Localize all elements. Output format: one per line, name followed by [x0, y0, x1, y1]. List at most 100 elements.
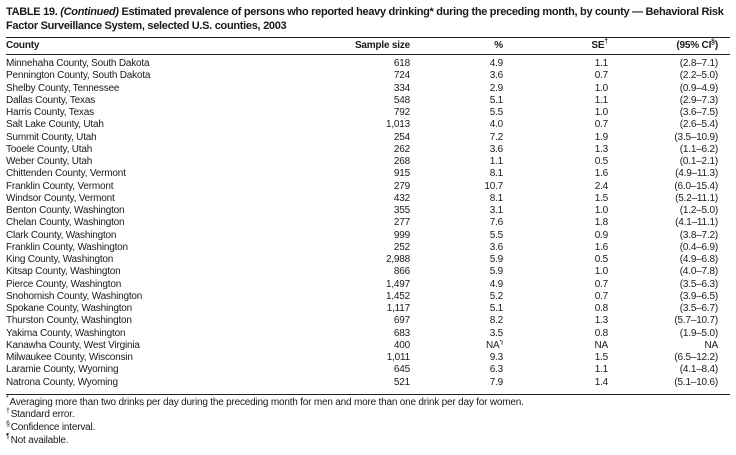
- footnotes: *Averaging more than two drinks per day …: [6, 395, 730, 448]
- value-cell: 0.5: [594, 156, 608, 167]
- footnote-text: Not available.: [10, 434, 69, 446]
- value-cell: 355: [393, 205, 410, 216]
- footnote: §Confidence interval.: [6, 420, 730, 435]
- value-cell: 7.2: [489, 131, 504, 143]
- table-row: Dallas County, Texas 548 5.1 1.1 (2.9–7.3): [6, 95, 730, 107]
- value-cell: 5.1: [489, 94, 504, 106]
- value-cell: (5.1–10.6): [674, 376, 718, 388]
- table-header: County Sample size% SE† (95% CI§): [6, 37, 730, 55]
- table-title: TABLE 19. (Continued) Estimated prevalen…: [6, 6, 730, 33]
- value-cell: 8.1: [489, 192, 504, 204]
- value-cell: 268: [393, 156, 410, 167]
- footnote-text: Averaging more than two drinks per day d…: [9, 396, 524, 408]
- value-cell: 1.1: [594, 364, 608, 376]
- value-cell: (3.5–6.7): [679, 303, 718, 314]
- county-cell: Kanawha County, West Virginia: [6, 339, 140, 351]
- header-row: County Sample size% SE† (95% CI§): [6, 37, 730, 55]
- value-cell: 1,011: [386, 352, 410, 363]
- column-header: Sample size: [341, 37, 416, 55]
- value-cell: 7.9: [489, 376, 504, 388]
- value-cell: NA¶: [485, 339, 503, 351]
- county-cell: Thurston County, Washington: [6, 315, 132, 327]
- value-cell: 1.0: [594, 205, 608, 216]
- value-cell: 6.3: [489, 364, 504, 376]
- county-cell: Weber County, Utah: [6, 156, 93, 167]
- county-cell: Spokane County, Washington: [6, 303, 132, 314]
- value-cell: 3.6: [489, 70, 504, 82]
- value-cell: 0.8: [594, 303, 608, 314]
- value-cell: 1.0: [594, 82, 608, 94]
- table-row: Benton County, Washington 355 3.1 1.0 (1.2–5…: [6, 205, 730, 217]
- value-cell: 4.0: [489, 119, 504, 131]
- table-row: Spokane County, Washington 1,117 5.1 0.8 (3.…: [6, 303, 730, 315]
- value-cell: 521: [393, 376, 410, 388]
- table-row: Natrona County, Wyoming 521 7.9 1.4 (5.1–10.…: [6, 377, 730, 395]
- footnote: *Averaging more than two drinks per day …: [6, 395, 730, 410]
- value-cell: 10.7: [484, 180, 503, 192]
- column-header: SE†: [508, 37, 608, 55]
- value-cell: (3.5–10.9): [674, 131, 718, 143]
- value-cell: NA: [594, 339, 609, 351]
- table-row: Windsor County, Vermont 432 8.1 1.5 (5.2–11.…: [6, 193, 730, 205]
- footnote-text: Standard error.: [10, 409, 75, 421]
- value-cell: 5.2: [489, 290, 504, 302]
- table-row: Kitsap County, Washington 866 5.9 1.0 (4.0–7…: [6, 266, 730, 278]
- value-cell: 1.1: [594, 58, 608, 69]
- column-header: (95% CI§): [608, 37, 730, 55]
- table-row: Pennington County, South Dakota 724 3.6 0.7…: [6, 70, 730, 82]
- table-title-prefix: TABLE 19.: [6, 6, 58, 18]
- county-cell: Dallas County, Texas: [6, 94, 96, 106]
- value-cell: 2.9: [489, 82, 504, 94]
- table-row: Minnehaha County, South Dakota 618 4.9 1.1 (…: [6, 55, 730, 71]
- value-cell: 792: [393, 107, 410, 118]
- footnote-marker: †: [6, 408, 10, 416]
- footnote-marker: ¶: [6, 433, 10, 441]
- table-row: Kanawha County, West Virginia 400 NA¶ NA NA: [6, 340, 730, 352]
- value-cell: 8.1: [489, 168, 504, 180]
- county-cell: Franklin County, Washington: [6, 241, 128, 253]
- value-cell: 2.4: [594, 180, 608, 192]
- county-cell: Clark County, Washington: [6, 229, 117, 241]
- value-cell: 1.6: [594, 168, 608, 180]
- value-cell: 254: [393, 131, 410, 143]
- prevalence-table: County Sample size% SE† (95% CI§) Minnehaha…: [6, 37, 730, 395]
- value-cell: 1.5: [594, 192, 608, 204]
- value-cell: 0.8: [594, 327, 608, 339]
- value-cell: 3.6: [489, 143, 504, 155]
- footnote: ¶Not available.: [6, 433, 730, 448]
- county-cell: Benton County, Washington: [6, 205, 125, 216]
- value-cell: (2.9–7.3): [679, 94, 718, 106]
- county-cell: Harris County, Texas: [6, 107, 94, 118]
- value-cell: NA: [704, 339, 719, 351]
- value-cell: (3.8–7.2): [679, 229, 718, 241]
- value-cell: (4.9–6.8): [679, 254, 718, 265]
- table-row: Summit County, Utah 254 7.2 1.9 (3.5–10.9): [6, 132, 730, 144]
- footnote-text: Confidence interval.: [10, 421, 96, 433]
- value-cell: 1.1: [489, 156, 504, 167]
- value-cell: (6.0–15.4): [674, 180, 718, 192]
- value-cell: 7.6: [489, 217, 504, 229]
- value-cell: 0.7: [594, 70, 608, 82]
- county-cell: Milwaukee County, Wisconsin: [6, 352, 133, 363]
- value-cell: 5.9: [489, 254, 504, 265]
- value-cell: (3.9–6.5): [679, 290, 718, 302]
- county-cell: Shelby County, Tennessee: [6, 82, 120, 94]
- value-cell: (1.1–6.2): [679, 143, 718, 155]
- value-cell: 0.5: [594, 254, 608, 265]
- value-cell: 3.5: [489, 327, 504, 339]
- value-cell: 0.7: [594, 119, 608, 131]
- value-cell: 5.5: [489, 229, 504, 241]
- value-cell: (5.2–11.1): [675, 192, 718, 204]
- value-cell: 1.3: [594, 143, 608, 155]
- value-cell: (1.9–5.0): [679, 327, 718, 339]
- column-header: %: [416, 37, 508, 55]
- value-cell: 3.1: [489, 205, 504, 216]
- value-cell: 1.8: [594, 217, 608, 229]
- county-cell: Salt Lake County, Utah: [6, 119, 104, 131]
- county-cell: Tooele County, Utah: [6, 143, 93, 155]
- value-cell: 5.9: [489, 266, 504, 278]
- value-cell: 1.3: [594, 315, 608, 327]
- footnote-marker: §: [6, 420, 10, 428]
- value-cell: 683: [393, 327, 410, 339]
